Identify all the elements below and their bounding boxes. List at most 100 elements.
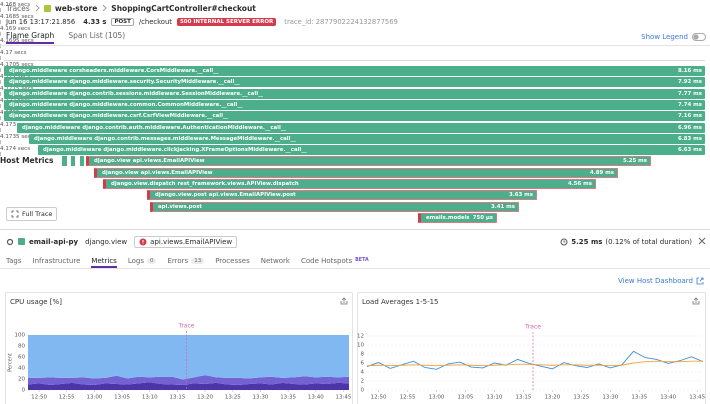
tab-badge: BETA [355,258,369,263]
view-tab[interactable]: Span List (105) [68,31,126,40]
legend-label[interactable]: Show Legend [641,33,688,41]
span-name: django.middleware django.contrib.message… [34,135,296,142]
y-tick-label: 20 [18,377,25,383]
span-bar[interactable]: django.middleware django.contrib.message… [29,133,705,144]
x-tick-label: 13:25 [225,395,241,401]
breadcrumb-root[interactable]: Traces [6,3,30,13]
method-badge: POST [111,18,134,26]
span-duration: 750 µs [472,214,493,221]
time-tick-label: 4.17 secs [0,50,27,56]
span-name: emails.models.save [426,214,469,221]
span-bar[interactable]: django.middleware corsheaders.middleware… [4,66,705,76]
tab-label[interactable]: Infrastructure [32,256,81,265]
chart-title: Load Averages 1-5-15 [362,298,439,306]
x-tick-label: 13:35 [280,395,296,401]
area [28,335,349,380]
span-name: django.middleware django.middleware.clic… [43,147,307,154]
span-header: email-api-py django.view api.views.EmailAP… [6,235,238,248]
span-bar[interactable]: django.view.dispatch rest_framework.view… [103,179,596,189]
span-bar[interactable]: django.middleware django.middleware.csrf… [4,111,705,122]
span-bar[interactable]: api.views.post 3.41 ms [150,201,519,212]
detail-tab[interactable]: Errors 13 [167,255,205,268]
x-tick-label: 13:15 [170,395,186,401]
resource-box: api.views.EmailAPIView [134,235,238,248]
time-tick-label: 4.168 secs [0,2,31,8]
y-tick-label: 4 [361,370,365,376]
trace-duration: 4.33 s [83,18,107,26]
tab-label[interactable]: Tags [6,256,22,265]
detail-tab[interactable]: Tags [6,255,22,268]
detail-tab[interactable]: Infrastructure [33,255,81,268]
span-duration: 6.96 ms [677,124,702,131]
divider [0,229,710,230]
full-trace-label[interactable]: Full Trace [22,210,53,218]
view-tab[interactable]: Flame Graph [6,31,55,44]
mini-span [80,156,84,166]
tab-label[interactable]: Code Hotspots [300,256,353,265]
y-tick-label: 0 [361,388,365,394]
time-tick [0,92,1,96]
span-name: django.view api.views.EmailAPIView [102,169,213,176]
span-bar[interactable]: django.middleware django.contrib.auth.mi… [17,122,705,133]
detail-tab[interactable]: Metrics [91,255,117,268]
x-tick-label: 13:45 [689,395,705,401]
share-icon[interactable] [692,297,700,305]
span-bar[interactable]: django.middleware django.middleware.clic… [38,145,705,156]
x-tick-label: 13:20 [197,395,213,401]
span-duration: 6.83 ms [677,135,702,142]
share-icon[interactable] [340,297,348,305]
link-label[interactable]: View Host Dashboard [618,277,693,285]
legend-toggle[interactable]: Show Legend [641,31,706,43]
x-tick-label: 13:00 [86,395,102,401]
span-bar[interactable]: django.view api.views.EmailAPIView 5.25 m… [86,156,651,167]
service-name[interactable]: web-store [54,3,98,13]
y-tick-label: 60 [18,355,25,361]
host-dashboard-link[interactable]: View Host Dashboard [618,277,704,285]
y-tick-label: 80 [18,344,25,350]
x-tick-label: 13:05 [458,395,474,401]
detail-tab[interactable]: Logs 0 [128,255,157,268]
tab-count: 13 [191,257,205,264]
trace-path: /checkout [138,18,172,26]
y-tick-label: 100 [15,333,26,339]
detail-tab[interactable]: Code Hotspots BETA [301,255,369,268]
span-bar[interactable]: django.middleware django.middleware.comm… [4,99,705,110]
trace-id-label: trace_id: [284,18,314,26]
axis-line [4,60,705,61]
full-trace-button[interactable]: Full Trace [6,207,58,221]
span-name: django.middleware django.middleware.csrf… [9,113,229,120]
span-operation: django.view [85,237,128,246]
y-tick-label: 12 [357,334,364,340]
tab-label[interactable]: Network [260,256,290,265]
trace-id: 2877902224132877569 [315,18,398,26]
area [28,375,349,386]
error-icon [139,238,147,245]
time-tick [0,152,1,156]
span-bar[interactable]: django.view.post api.views.EmailAPIView.… [147,190,537,201]
time-tick-label: 4.1735 secs [0,134,34,140]
area [28,382,349,390]
span-duration-share: (0.12% of total duration) [605,238,692,246]
tab-label[interactable]: Metrics [91,256,117,265]
divider [0,45,710,46]
detail-tab[interactable]: Network [261,255,290,268]
tab-label[interactable]: Errors [167,256,189,265]
tab-label[interactable]: Processes [215,256,250,265]
span-duration: 8.16 ms [677,68,702,74]
span-bar[interactable]: django.middleware django.contrib.session… [4,88,705,99]
time-tick [0,68,1,72]
breadcrumb: Traces web-store ShoppingCartController#ch… [6,2,256,14]
close-icon[interactable] [698,237,706,245]
detail-tab[interactable]: Processes [215,255,250,268]
span-name: django.view.post api.views.EmailAPIView.… [155,192,296,199]
span-bar[interactable]: emails.models.save750 µs [418,212,497,223]
y-tick-label: 2 [361,379,365,385]
tab-label[interactable]: Logs [127,256,144,265]
y-tick-label: 0 [22,388,26,394]
span-duration: 3.63 ms [508,192,533,199]
span-duration: 4.56 ms [567,181,592,187]
span-duration: 3.41 ms [490,203,515,210]
detail-tabs: Tags Infrastructure Metrics Logs 0 Errors 13 Pr… [6,255,369,268]
span-bar[interactable]: django.view api.views.EmailAPIView 4.89 m… [94,167,618,178]
span-bar[interactable]: django.middleware django.middleware.secu… [4,77,705,88]
